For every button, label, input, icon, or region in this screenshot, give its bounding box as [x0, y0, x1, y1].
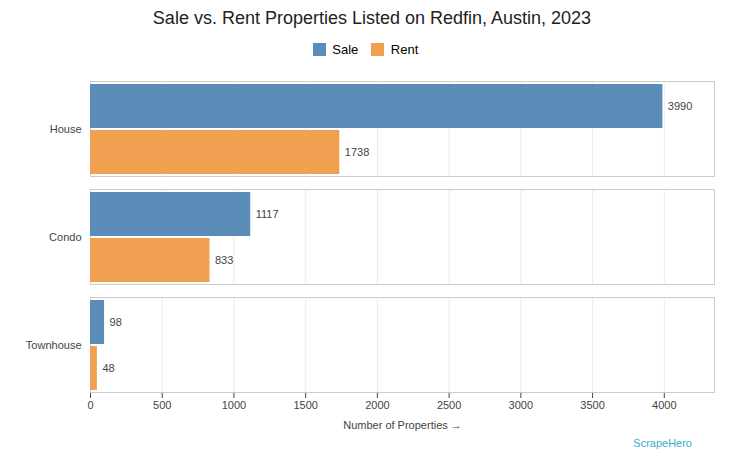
html-text:Sale: Sale — [332, 42, 359, 57]
svg-text:500: 500 — [153, 399, 171, 411]
svg-text:Townhouse: Townhouse — [26, 338, 82, 350]
html-text:Rent: Rent — [390, 42, 419, 57]
svg-text:1738: 1738 — [345, 146, 369, 158]
svg-text:Condo: Condo — [49, 230, 81, 242]
svg-text:48: 48 — [102, 362, 114, 374]
svg-text:3990: 3990 — [668, 100, 692, 112]
svg-text:1117: 1117 — [256, 208, 279, 220]
svg-text:0: 0 — [87, 399, 93, 411]
svg-text:3500: 3500 — [580, 399, 604, 411]
svg-text:1000: 1000 — [222, 399, 246, 411]
svg-text:1500: 1500 — [293, 399, 317, 411]
svg-text:3000: 3000 — [509, 399, 533, 411]
svg-text:4000: 4000 — [652, 399, 676, 411]
svg-text:833: 833 — [215, 254, 233, 266]
svg-text:2500: 2500 — [437, 399, 461, 411]
svg-text:House: House — [50, 122, 82, 134]
html-text:ScrapeHero: ScrapeHero — [633, 436, 692, 449]
html-text:Sale vs. Rent Properties Liste: Sale vs. Rent Properties Listed on Redfi… — [152, 8, 592, 28]
svg-text:2000: 2000 — [365, 399, 389, 411]
svg-text:98: 98 — [110, 316, 122, 328]
svg-text:Number of Properties →: Number of Properties → — [343, 418, 462, 430]
